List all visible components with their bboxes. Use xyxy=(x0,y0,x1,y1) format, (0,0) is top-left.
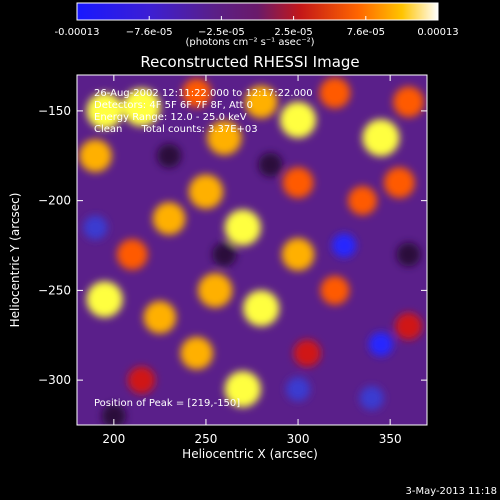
x-tick-label: 250 xyxy=(194,432,217,446)
y-tick-label: −300 xyxy=(38,373,71,387)
x-tick-label: 200 xyxy=(102,432,125,446)
peak-position: Position of Peak = [219,-150] xyxy=(94,398,241,409)
heatmap-blob xyxy=(281,238,315,271)
heatmap-blob xyxy=(348,186,378,216)
heatmap-blob xyxy=(116,239,148,270)
x-tick-label: 350 xyxy=(379,432,402,446)
axis-ticks: 200 250 300 350 −150 −200 −250 −300 xyxy=(38,75,427,446)
heatmap-blob xyxy=(393,86,424,118)
heatmap-blob xyxy=(279,101,317,138)
heatmap-blob xyxy=(83,215,108,240)
heatmap-blob xyxy=(244,85,278,119)
annotation-energy: Energy Range: 12.0 - 25.0 keV xyxy=(94,112,247,123)
colorbar-tick-label: 2.5e-05 xyxy=(274,27,312,38)
colorbar-tick-label: -0.00013 xyxy=(55,27,100,38)
heatmap-blob xyxy=(79,139,112,173)
heatmap-blob xyxy=(293,339,321,367)
annotation-counts: Clean Total counts: 3.37E+03 xyxy=(94,124,258,135)
heatmap-blob xyxy=(101,404,126,425)
heatmap-blob xyxy=(86,92,123,129)
heatmap-blob xyxy=(122,88,161,127)
annotation-time: 26-Aug-2002 12:11:22.000 to 12:17:22.000 xyxy=(94,88,313,99)
heatmap-blob xyxy=(320,275,350,305)
heatmap-blob xyxy=(143,301,177,334)
heatmap-blob xyxy=(207,120,242,156)
colorbar-tick-label: 0.00013 xyxy=(417,27,458,38)
heatmap-blob xyxy=(383,167,415,199)
colorbar-tick-label: 7.6e-05 xyxy=(347,27,385,38)
heatmap-blob xyxy=(212,242,237,267)
colorbar xyxy=(76,2,439,21)
footer-date: 3-May-2013 11:18 xyxy=(405,486,497,497)
y-axis-label: Heliocentric Y (arcsec) xyxy=(8,192,22,328)
x-tick-label: 300 xyxy=(287,432,310,446)
colorbar-tick-label: −7.6e-05 xyxy=(126,27,173,38)
heatmap-blob xyxy=(394,312,423,340)
heatmap-blob xyxy=(368,332,393,357)
heatmap-blob xyxy=(332,233,357,258)
heatmap-blob xyxy=(127,366,156,394)
colorbar-unit: (photons cm⁻² s⁻¹ asec⁻²) xyxy=(185,37,315,48)
colorbar-ticks: -0.00013 −7.6e-05 −2.5e-05 2.5e-05 7.6e-05 0.… xyxy=(55,16,459,38)
y-tick-label: −150 xyxy=(38,104,71,118)
heatmap-blob xyxy=(157,143,182,168)
heatmap-blob xyxy=(286,377,311,402)
heatmap-blob xyxy=(258,152,283,177)
heatmap-blob xyxy=(359,386,384,411)
heatmap-blob xyxy=(188,174,224,209)
heatmap-blob xyxy=(180,336,214,370)
heatmap-blob xyxy=(396,242,421,267)
annotation-detectors: Detectors: 4F 5F 6F 7F 8F, Att 0 xyxy=(94,100,254,111)
heatmap-blob xyxy=(86,281,123,318)
plot-frame xyxy=(76,74,428,426)
heatmap-blob xyxy=(362,119,400,157)
heatmap-blob xyxy=(182,78,212,108)
y-tick-label: −250 xyxy=(38,283,71,297)
heatmap-blob xyxy=(224,371,261,408)
colorbar-tick-label: −2.5e-05 xyxy=(198,27,245,38)
y-tick-label: −200 xyxy=(38,194,71,208)
chart-title: Reconstructed RHESSI Image xyxy=(140,53,360,71)
heatmap-blob xyxy=(152,202,186,235)
heatmap-blob xyxy=(319,77,351,109)
heatmap-blob xyxy=(282,167,314,199)
heatmap-blob xyxy=(243,290,280,327)
heatmap-blobs xyxy=(79,77,424,425)
heatmap-blob xyxy=(224,209,261,246)
heatmap-blob xyxy=(197,273,233,308)
x-axis-label: Heliocentric X (arcsec) xyxy=(182,447,318,461)
